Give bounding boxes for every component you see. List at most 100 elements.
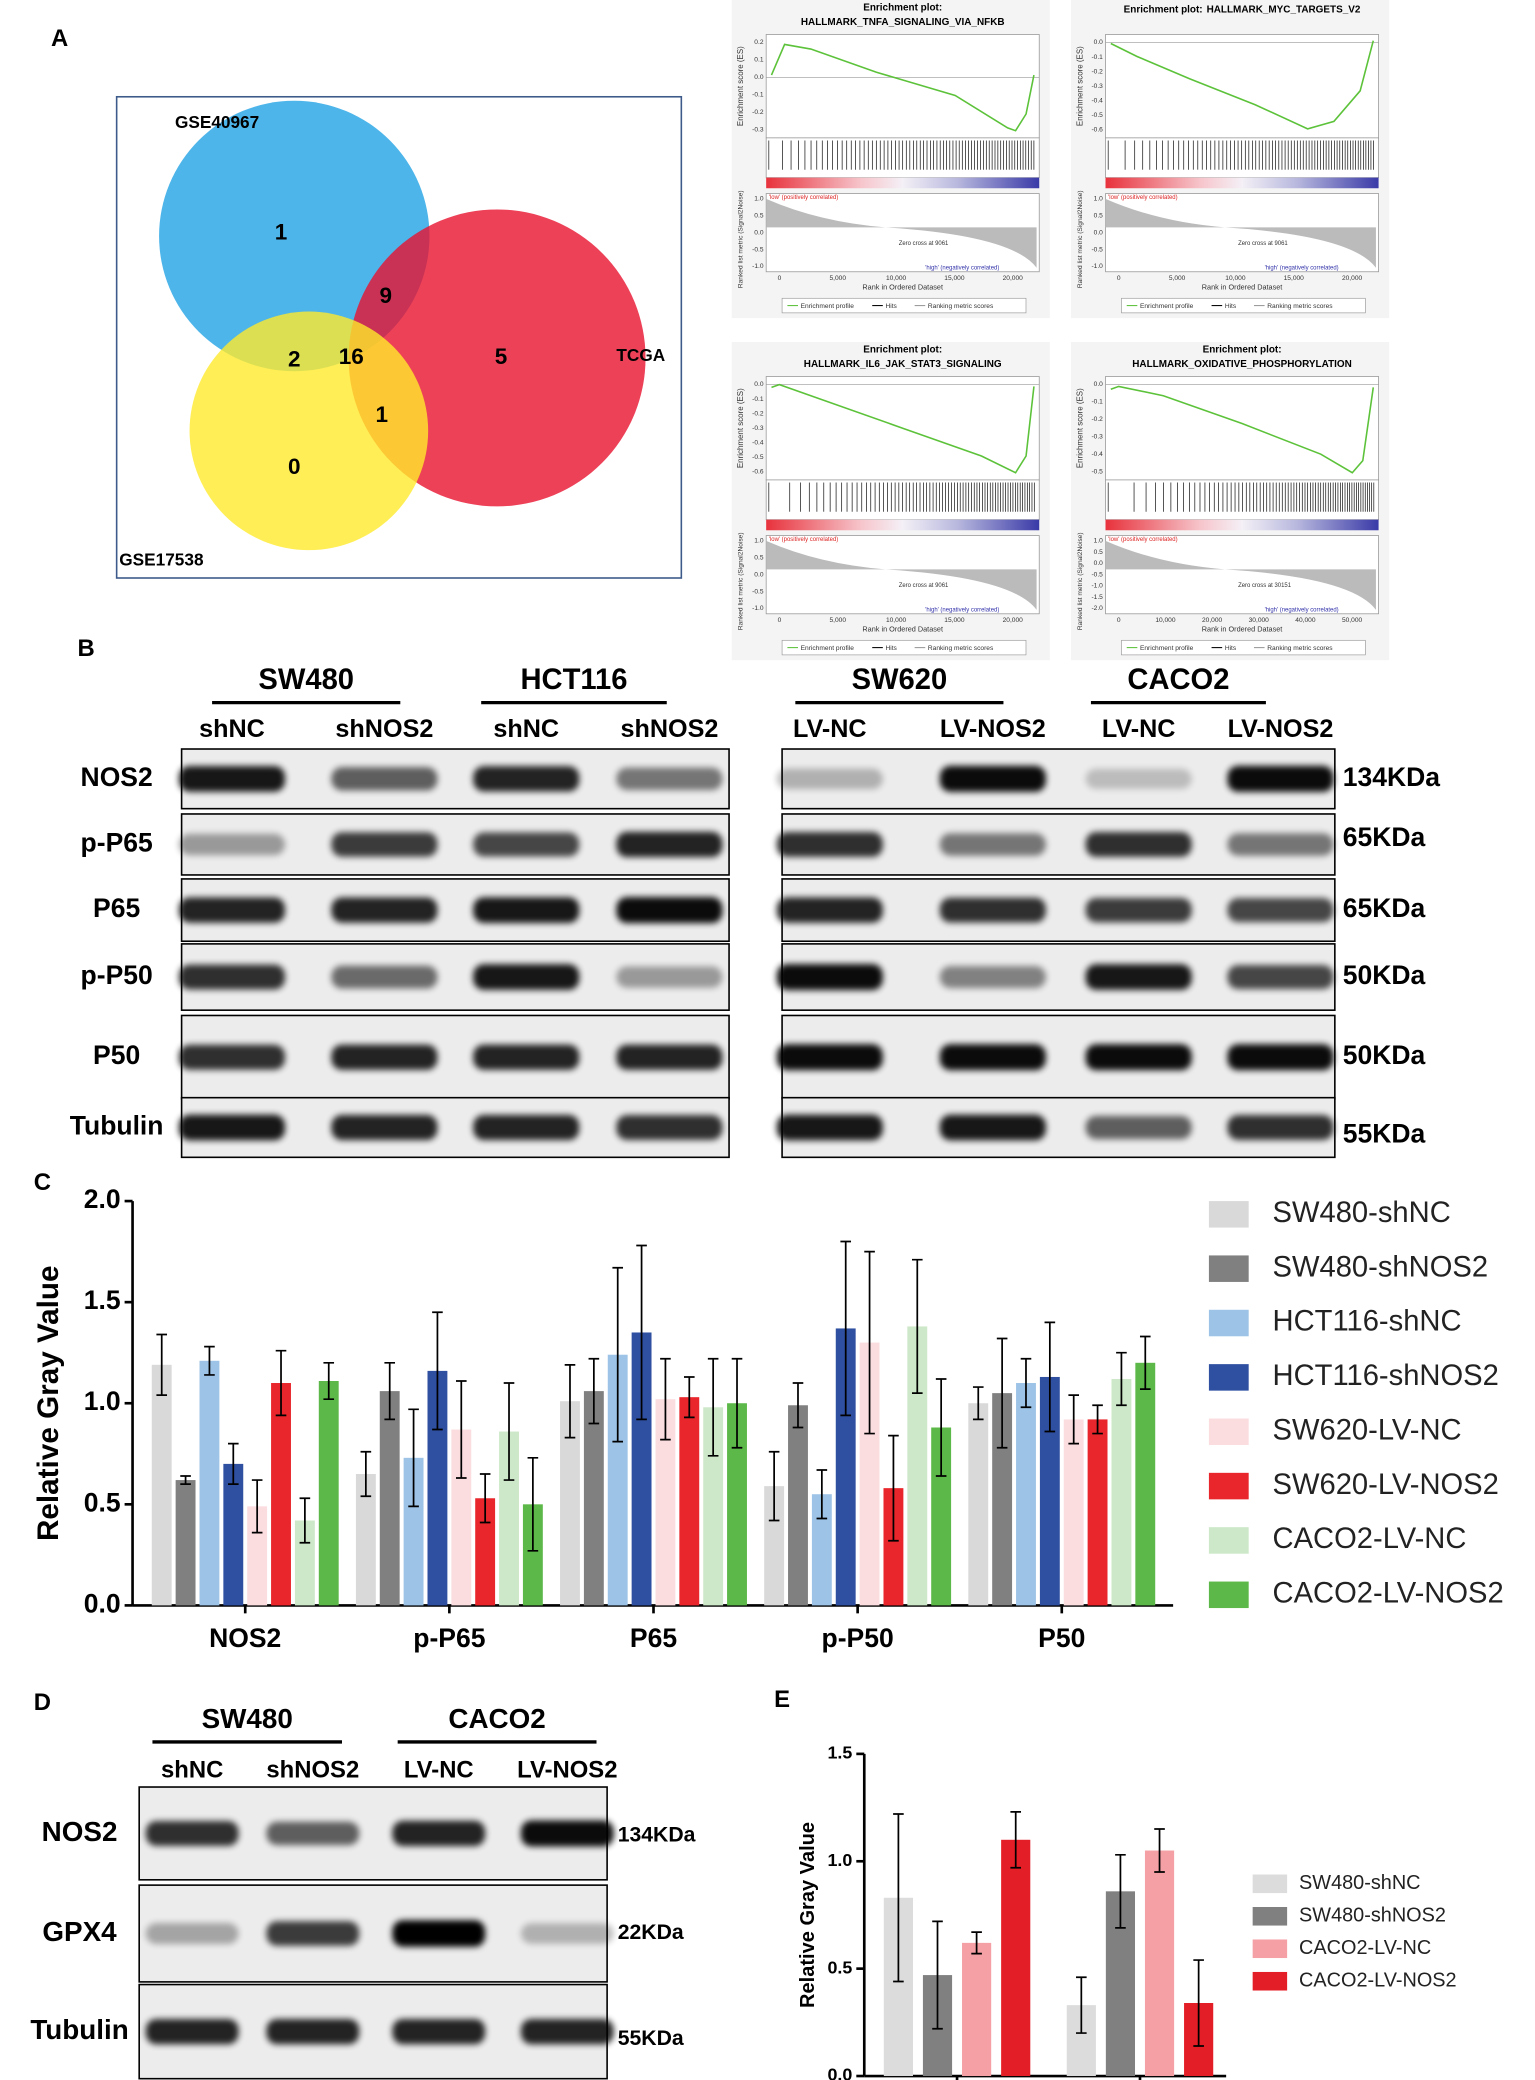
band	[616, 1044, 723, 1070]
band	[266, 2018, 360, 2045]
error-bar	[792, 1382, 804, 1429]
panel-label: D	[34, 1689, 51, 1716]
gsea-title: HALLMARK_MYC_TARGETS_V2	[1207, 4, 1361, 15]
es-tick: 0.0	[1094, 39, 1104, 46]
bar	[1135, 1362, 1156, 1606]
es-axis-label: Enrichment score (ES)	[736, 46, 745, 126]
x-tick: 20,000	[1003, 617, 1024, 624]
es-tick: 0.2	[754, 39, 764, 46]
size-label: 65KDa	[1343, 893, 1426, 923]
rank-axis-label: Ranked list metric (Signal2Noise)	[738, 190, 745, 288]
legend-swatch	[1208, 1201, 1249, 1228]
bar	[703, 1407, 724, 1606]
legend-swatch	[1208, 1527, 1249, 1554]
error-bar	[707, 1357, 719, 1457]
gsea-heading: Enrichment plot:	[1203, 345, 1282, 356]
error-bar	[932, 1920, 943, 2030]
band	[1227, 964, 1334, 990]
gsea-title: HALLMARK_OXIDATIVE_PHOSPHORYLATION	[1132, 359, 1352, 370]
protein-label: P65	[93, 893, 140, 923]
gsea-legend	[1121, 297, 1366, 314]
panel-label: C	[34, 1169, 51, 1196]
x-tick: 0	[1117, 617, 1121, 624]
bar	[223, 1463, 244, 1606]
lane-label: shNC	[161, 1756, 223, 1783]
error-bar	[911, 1258, 923, 1394]
es-tick: 0.0	[754, 74, 764, 81]
gsea-heading: Enrichment plot:	[863, 345, 942, 356]
error-bar	[971, 1931, 982, 1955]
heat-bar	[766, 177, 1040, 189]
bar	[294, 1520, 315, 1606]
legend-swatch	[1252, 1939, 1288, 1959]
x-tick-label: P50	[1038, 1623, 1085, 1653]
error-bar	[612, 1266, 624, 1443]
gsea-legend	[781, 639, 1027, 656]
zero-cross: Zero cross at 9061	[899, 241, 949, 247]
gsea-legend	[781, 297, 1027, 314]
lane-label: LV-NC	[1102, 715, 1176, 743]
rank-tick: 0.0	[1094, 560, 1104, 567]
legend-entry: Hits	[1225, 645, 1237, 652]
gsea-title: HALLMARK_IL6_JAK_STAT3_SIGNALING	[804, 359, 1002, 370]
error-bar	[503, 1382, 515, 1481]
band	[473, 1114, 580, 1141]
error-bar	[1115, 1853, 1126, 1929]
band	[520, 1923, 614, 1944]
band	[178, 1044, 285, 1070]
error-bar	[323, 1361, 335, 1401]
band	[145, 1923, 239, 1944]
venn-count: 1	[275, 219, 288, 244]
bar	[522, 1504, 543, 1606]
bar	[1001, 1839, 1031, 2077]
size-label: 50KDa	[1343, 1040, 1426, 1070]
legend-entry: Enrichment profile	[1140, 303, 1194, 310]
pos-label: 'low' (positively correlated)	[1108, 537, 1177, 543]
legend-swatch	[1208, 1581, 1249, 1609]
panel-label: B	[78, 635, 95, 662]
x-tick: 0	[1117, 275, 1121, 282]
bar	[403, 1457, 424, 1606]
band	[1227, 765, 1334, 792]
band	[331, 965, 438, 989]
x-tick: 15,000	[1284, 275, 1305, 282]
band	[473, 1044, 580, 1070]
bar	[788, 1405, 808, 1606]
lane-label: shNC	[493, 715, 559, 743]
y-tick-label: 2.0	[84, 1184, 121, 1214]
size-label: 134KDa	[1343, 762, 1440, 792]
es-tick: -0.3	[1091, 434, 1103, 441]
error-bar	[1154, 1828, 1165, 1873]
band	[473, 964, 580, 990]
x-tick: 10,000	[1225, 275, 1246, 282]
heat-bar	[1105, 519, 1379, 531]
rank-tick: 0.0	[1094, 229, 1104, 236]
rank-tick: 0.0	[754, 571, 764, 578]
y-axis-label: Relative Gray Value	[32, 1265, 65, 1541]
error-bar	[1020, 1357, 1032, 1409]
es-panel	[765, 34, 1040, 139]
bar	[1087, 1419, 1108, 1606]
neg-label: 'high' (negatively correlated)	[1265, 607, 1339, 613]
bar	[811, 1494, 832, 1606]
legend-swatch	[1208, 1309, 1249, 1337]
venn-count: 1	[375, 402, 388, 427]
x-tick-label: P65	[630, 1623, 677, 1653]
bar	[859, 1342, 880, 1606]
size-label: 134KDa	[618, 1824, 696, 1847]
x-tick: 10,000	[886, 275, 907, 282]
bar	[992, 1393, 1013, 1606]
bar	[764, 1486, 785, 1606]
band	[178, 765, 285, 792]
band	[1085, 1044, 1192, 1071]
band	[616, 966, 723, 988]
bar	[655, 1399, 676, 1606]
band	[616, 1115, 723, 1140]
es-axis-label: Enrichment score (ES)	[736, 388, 745, 468]
rank-tick: 0.5	[1094, 549, 1104, 556]
error-bar	[299, 1497, 311, 1544]
rank-tick: -2.0	[1091, 605, 1103, 612]
legend-swatch	[1252, 1971, 1288, 1991]
band	[1227, 833, 1334, 856]
error-bar	[1116, 1351, 1127, 1407]
